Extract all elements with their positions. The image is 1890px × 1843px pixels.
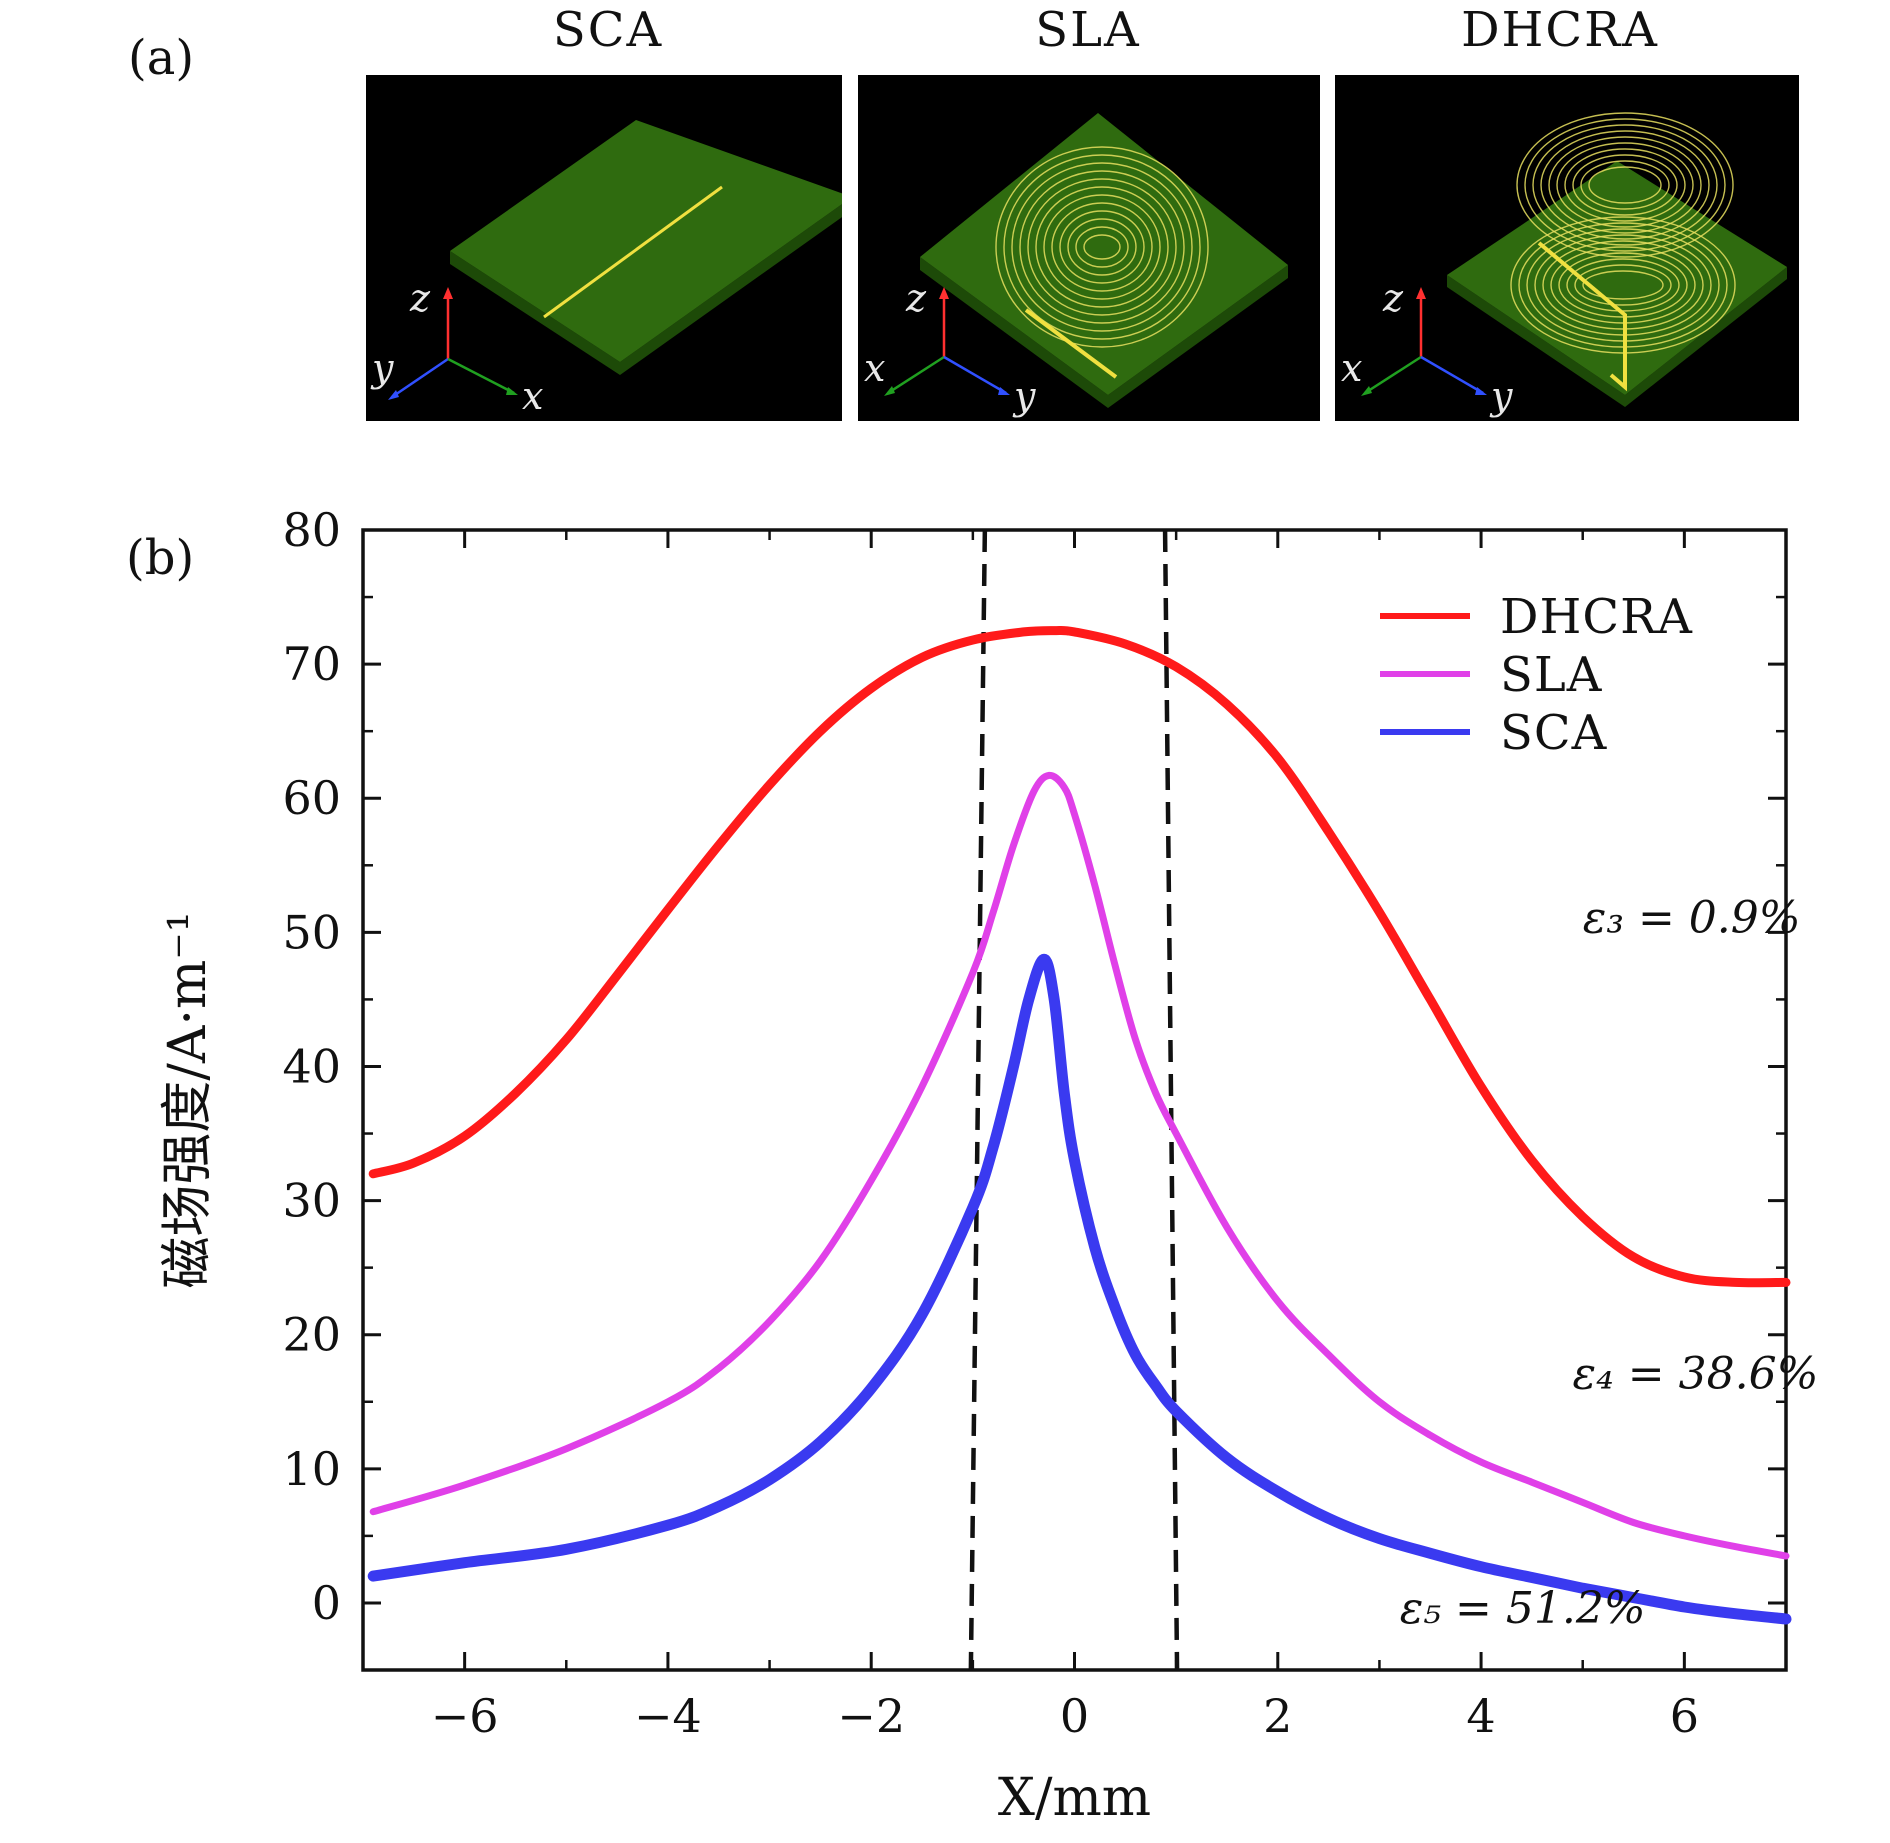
panel-a-label: (a) xyxy=(128,30,195,86)
annotations: ε₃ = 0.9% ε₄ = 38.6% ε₅ = 51.2% xyxy=(1400,892,1819,1634)
x-tick-label: 0 xyxy=(1060,1689,1089,1743)
efficiency-annotation: ε₃ = 0.9% xyxy=(1583,892,1801,943)
y-tick-label: 80 xyxy=(282,503,341,557)
axis-x-label: x xyxy=(522,374,543,418)
y-tick-label: 40 xyxy=(282,1039,341,1093)
axis-triad: z y x xyxy=(370,276,543,418)
y-tick-label: 70 xyxy=(282,637,341,691)
x-tick-label: −6 xyxy=(431,1689,499,1743)
y-tick-label: 0 xyxy=(312,1576,341,1630)
coil-lead xyxy=(1537,241,1627,392)
y-axis-title: 磁场强度/A·m⁻¹ xyxy=(158,911,218,1288)
axis-y-label: y xyxy=(370,346,394,390)
coil-lead xyxy=(1024,308,1118,379)
upper-spiral-coil xyxy=(1516,112,1734,258)
x-tick-label: −2 xyxy=(837,1689,905,1743)
x-tick-label: 6 xyxy=(1670,1689,1699,1743)
series-line-sca xyxy=(367,953,1792,1625)
axis-triad: z x y xyxy=(1341,276,1513,418)
coil-line xyxy=(543,185,723,319)
panel-b-label: (b) xyxy=(126,530,195,586)
series-line-sla xyxy=(369,771,1790,1560)
series-layer xyxy=(367,625,1792,1625)
scene-sla: z x y xyxy=(858,75,1320,421)
axis-z-label: z xyxy=(905,276,927,320)
x-axis-title: X/mm xyxy=(998,1768,1151,1828)
y-tick-label: 50 xyxy=(282,905,341,959)
legend-label-dhcra: DHCRA xyxy=(1500,589,1693,645)
axis-x-label: x xyxy=(864,346,885,390)
axis-triad: z x y xyxy=(864,276,1036,418)
spiral-coil xyxy=(995,146,1209,348)
scene-dhcra: z x y xyxy=(1335,75,1799,421)
axis-y-label: y xyxy=(1489,374,1513,418)
axis-y-label: y xyxy=(1012,374,1036,418)
scene-title-sca: SCA xyxy=(552,2,664,58)
reference-dashed-line xyxy=(1162,529,1180,1671)
y-tick-label: 30 xyxy=(282,1174,341,1228)
board-top xyxy=(1447,161,1787,395)
scene-sca: z y x xyxy=(366,75,842,421)
axis-x-label: x xyxy=(1341,346,1362,390)
y-tick-label: 10 xyxy=(282,1442,341,1496)
x-tick-label: −4 xyxy=(634,1689,702,1743)
dashed-reference-lines xyxy=(968,529,1180,1671)
y-tick-label: 20 xyxy=(282,1308,341,1362)
legend-label-sca: SCA xyxy=(1500,705,1608,761)
axis-z-label: z xyxy=(409,276,431,320)
efficiency-annotation: ε₄ = 38.6% xyxy=(1573,1348,1819,1399)
x-tick-label: 2 xyxy=(1263,1689,1292,1743)
legend-label-sla: SLA xyxy=(1500,647,1603,703)
scene-title-dhcra: DHCRA xyxy=(1461,2,1659,58)
series-line-dhcra xyxy=(368,625,1791,1288)
x-tick-label: 4 xyxy=(1466,1689,1495,1743)
axis-z-label: z xyxy=(1382,276,1404,320)
board-top xyxy=(920,113,1288,395)
efficiency-annotation: ε₅ = 51.2% xyxy=(1400,1583,1646,1634)
y-tick-label: 60 xyxy=(282,771,341,825)
scene-title-sla: SLA xyxy=(1035,2,1141,58)
reference-dashed-line xyxy=(968,529,988,1671)
